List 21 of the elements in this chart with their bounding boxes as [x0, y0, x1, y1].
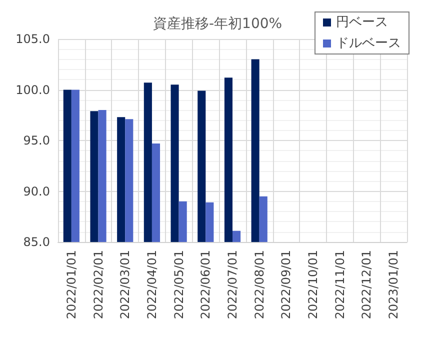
x-tick-label: 2022/12/01: [360, 250, 374, 320]
y-tick-label: 85.0: [23, 235, 50, 249]
x-tick-label: 2022/09/01: [279, 250, 294, 320]
x-tick-label: 2022/02/01: [91, 250, 106, 320]
legend-label: ドルベース: [336, 36, 401, 51]
y-tick-label: 95.0: [23, 134, 50, 148]
x-tick-label: 2022/05/01: [172, 250, 186, 320]
chart-title: 資産推移-年初100%: [153, 16, 282, 32]
x-tick-label: 2022/07/01: [226, 250, 240, 320]
x-tick-label: 2022/11/01: [332, 250, 347, 320]
y-tick-label: 90.0: [23, 184, 50, 198]
x-tick-label: 2022/08/01: [252, 250, 266, 320]
y-tick-label: 105.0: [16, 32, 50, 46]
x-tick-label: 2022/03/01: [118, 250, 132, 320]
x-tick-label: 2022/06/01: [198, 250, 213, 320]
y-tick-label: 100.0: [16, 82, 50, 97]
x-tick-label: 2022/10/01: [306, 250, 320, 320]
x-tick-label: 2022/01/01: [64, 250, 78, 320]
x-tick-label: 2022/04/01: [144, 250, 159, 320]
legend-label: 円ベース: [336, 15, 388, 30]
x-tick-label: 2023/01/01: [386, 250, 401, 320]
